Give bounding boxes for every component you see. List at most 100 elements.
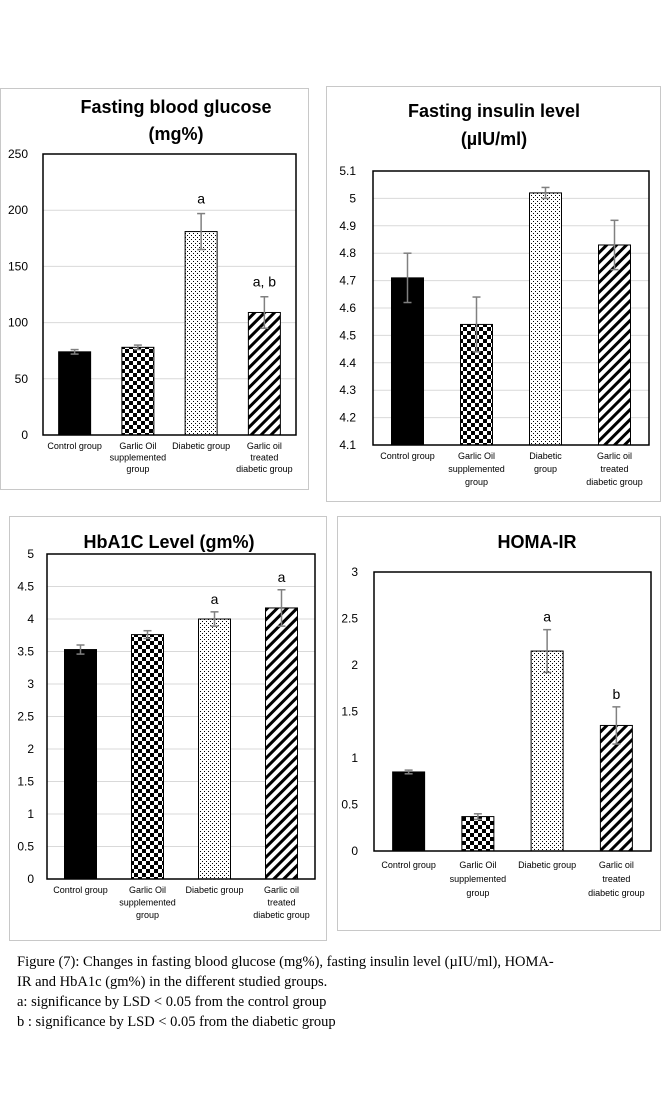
glucose-y-tick-label: 50 (15, 372, 29, 386)
insulin-error-bar-1 (403, 252, 412, 304)
glucose-chart-panel: Fasting blood glucose (mg%) 0 50 100 150 200 25… (0, 88, 309, 490)
glucose-title-line-1: Fasting blood glucose (80, 97, 271, 117)
homa-error-bar-3 (543, 628, 552, 674)
insulin-plot-frame (372, 170, 650, 446)
hba1c-y-tick-label: 1 (27, 807, 34, 821)
glucose-title-line-2: (mg%) (149, 124, 204, 144)
figure-caption: Figure (7): Changes in fasting blood glu… (17, 952, 657, 1032)
insulin-error-bar-2 (472, 296, 481, 353)
insulin-error-bar-3 (541, 186, 550, 200)
hba1c-bar-3 (198, 618, 231, 880)
glucose-error-bar-4 (260, 295, 269, 329)
hba1c-y-tick-label: 4.5 (17, 580, 34, 594)
homa-error-bar-2 (473, 813, 482, 821)
hba1c-title-line-1: HbA1C Level (gm%) (83, 532, 254, 552)
hba1c-y-tick-label: 0 (27, 872, 34, 886)
homa-chart: HOMA-IR 0 0.5 1 1.5 2 2.5 3 Control group Garlic … (341, 532, 652, 898)
glucose-bar-1 (58, 351, 92, 436)
hba1c-y-tick-label: 1.5 (17, 775, 34, 789)
glucose-y-tick-label: 0 (21, 428, 28, 442)
glucose-y-tick-label: 150 (8, 259, 28, 273)
hba1c-bar-1 (64, 649, 97, 880)
insulin-y-tick-label: 5 (349, 191, 356, 205)
insulin-chart: Fasting insulin level (µIU/ml) 4.1 4.2 4.3 4.… (339, 101, 650, 487)
homa-significance-label-3: a (543, 609, 551, 625)
homa-y-tick-label: 0.5 (341, 798, 358, 812)
insulin-category-label-1: Control group (380, 451, 435, 461)
glucose-significance-label-4: a, b (253, 274, 277, 290)
hba1c-significance-label-4: a (278, 569, 286, 585)
homa-plot-frame (373, 571, 652, 852)
hba1c-chart-panel: HbA1C Level (gm%) 0 0.5 1 1.5 2 2.5 3 3.5 4 4.5 5 Co… (9, 516, 327, 941)
insulin-title-line-2: (µIU/ml) (461, 129, 527, 149)
hba1c-y-tick-label: 2 (27, 742, 34, 756)
hba1c-category-label-1: Control group (53, 885, 108, 895)
glucose-error-bar-3 (197, 212, 206, 251)
glucose-category-label-4: Garlic oil treated diabetic group (236, 441, 293, 474)
insulin-y-tick-label: 4.8 (339, 246, 356, 260)
homa-bar-1 (392, 771, 426, 852)
homa-y-tick-label: 0 (351, 844, 358, 858)
hba1c-significance-label-3: a (211, 591, 219, 607)
glucose-bar-2 (121, 346, 155, 436)
hba1c-category-label-3: Diabetic group (185, 885, 243, 895)
homa-error-bar-4 (612, 706, 621, 745)
homa-category-label-3: Diabetic group (518, 860, 576, 870)
hba1c-y-tick-label: 3 (27, 677, 34, 691)
glucose-significance-label-3: a (197, 191, 205, 207)
hba1c-error-bar-3 (210, 611, 219, 627)
hba1c-error-bar-2 (143, 629, 152, 640)
homa-chart-panel: HOMA-IR 0 0.5 1 1.5 2 2.5 3 Control group Garlic … (337, 516, 661, 931)
glucose-plot-frame (42, 153, 297, 436)
hba1c-chart: HbA1C Level (gm%) 0 0.5 1 1.5 2 2.5 3 3.5 4 4.5 5 Co… (17, 532, 316, 920)
homa-title-line-1: HOMA-IR (498, 532, 577, 552)
glucose-error-bar-2 (133, 344, 142, 351)
insulin-category-label-4: Garlic oil treated diabetic group (586, 451, 643, 487)
insulin-y-tick-label: 5.1 (339, 164, 356, 178)
homa-category-label-1: Control group (381, 860, 436, 870)
homa-y-tick-label: 1.5 (341, 705, 358, 719)
hba1c-error-bar-4 (277, 589, 286, 627)
homa-y-tick-label: 1 (351, 751, 358, 765)
homa-significance-label-4: b (612, 686, 620, 702)
insulin-y-tick-label: 4.3 (339, 383, 356, 397)
caption-line-1: Figure (7): Changes in fasting blood glu… (17, 954, 554, 970)
hba1c-y-tick-label: 0.5 (17, 840, 34, 854)
insulin-y-tick-label: 4.2 (339, 411, 356, 425)
homa-y-tick-label: 2.5 (341, 612, 358, 626)
hba1c-bar-4 (265, 607, 298, 880)
homa-category-label-2: Garlic Oil supplemented group (450, 860, 507, 898)
glucose-chart: Fasting blood glucose (mg%) 0 50 100 150 200 25… (8, 97, 297, 474)
insulin-category-label-2: Garlic Oil supplemented group (448, 451, 505, 487)
insulin-bar-3 (529, 192, 562, 446)
hba1c-y-tick-label: 3.5 (17, 645, 34, 659)
caption-line-2: IR and HbA1c (gm%) in the different stud… (17, 974, 328, 990)
homa-y-tick-label: 3 (351, 565, 358, 579)
caption-line-4: b : significance by LSD < 0.05 from the … (17, 1014, 336, 1030)
hba1c-bar-2 (131, 634, 164, 880)
glucose-y-tick-label: 100 (8, 316, 28, 330)
insulin-category-label-3: Diabetic group (529, 451, 562, 474)
homa-y-tick-label: 2 (351, 658, 358, 672)
glucose-category-label-3: Diabetic group (172, 441, 230, 451)
insulin-y-tick-label: 4.4 (339, 356, 356, 370)
insulin-bar-4 (598, 244, 631, 446)
hba1c-plot-frame (46, 553, 316, 880)
homa-bar-3 (530, 650, 564, 852)
hba1c-y-tick-label: 2.5 (17, 710, 34, 724)
glucose-category-label-1: Control group (47, 441, 102, 451)
hba1c-error-bar-1 (76, 644, 85, 655)
homa-category-label-4: Garlic oil treated diabetic group (588, 860, 645, 898)
homa-bar-2 (461, 816, 495, 852)
glucose-error-bar-1 (70, 348, 79, 355)
insulin-y-tick-label: 4.9 (339, 219, 356, 233)
hba1c-category-label-4: Garlic oil treated diabetic group (253, 885, 310, 920)
insulin-title-line-1: Fasting insulin level (408, 101, 580, 121)
insulin-y-tick-label: 4.5 (339, 328, 356, 342)
hba1c-y-tick-label: 4 (27, 612, 34, 626)
hba1c-category-label-2: Garlic Oil supplemented group (119, 885, 176, 920)
glucose-y-tick-label: 250 (8, 147, 28, 161)
insulin-y-tick-label: 4.1 (339, 438, 356, 452)
insulin-error-bar-4 (610, 219, 619, 271)
caption-line-3: a: significance by LSD < 0.05 from the c… (17, 994, 327, 1010)
